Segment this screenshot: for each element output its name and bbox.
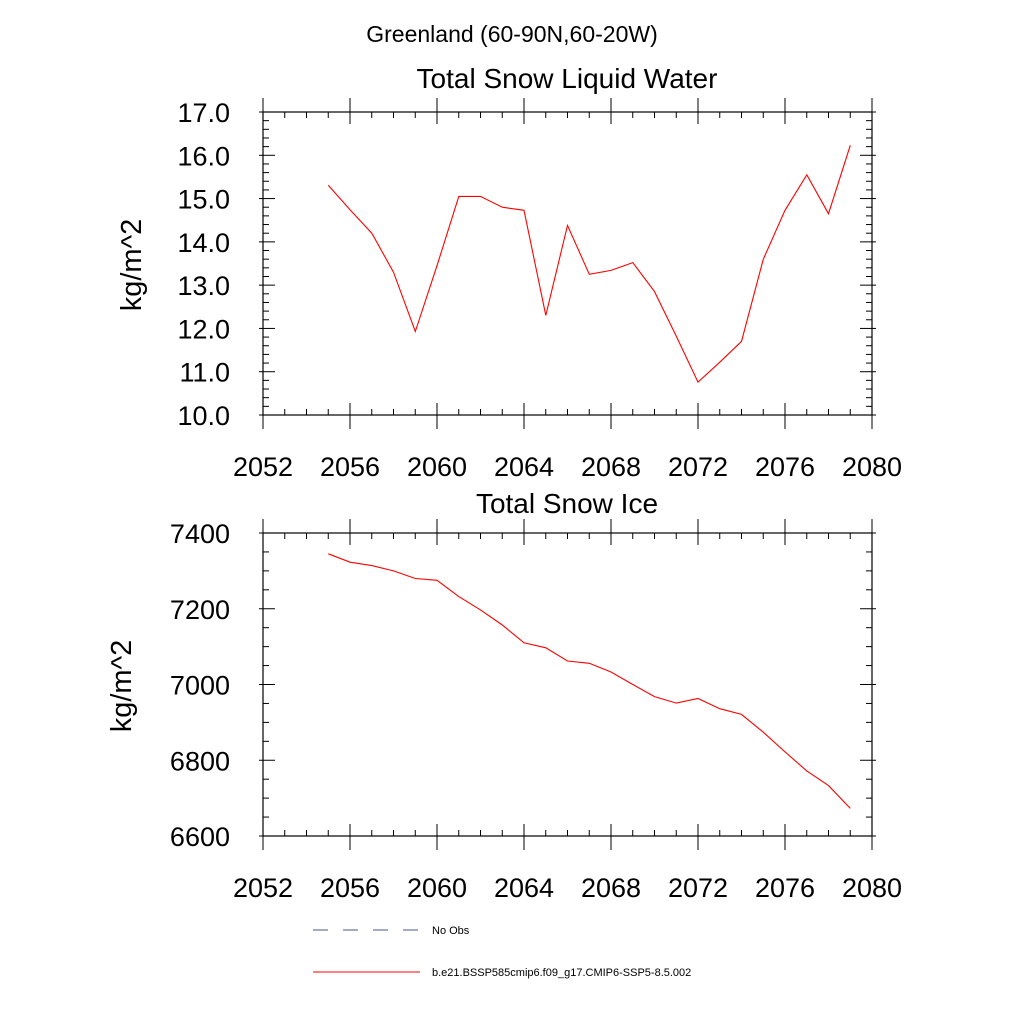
y-tick-label: 15.0 [177,185,230,215]
series-line [327,145,851,384]
x-tick-label: 2068 [581,873,641,903]
y-tick-label: 7400 [170,519,230,549]
plot-frame [262,111,873,416]
chart-panel-snow-liquid-water: Total Snow Liquid Water kg/m^2 2052 2056 2… [116,63,902,482]
x-tick-label: 2080 [842,873,902,903]
y-tick-label: 16.0 [177,141,230,171]
y-tick-label: 17.0 [177,98,230,128]
plot-frame [262,532,873,837]
x-tick-label: 2076 [755,873,815,903]
y-tick-label: 13.0 [177,271,230,301]
y-tick-label: 6800 [170,746,230,776]
x-tick-label: 2072 [668,873,728,903]
y-tick-label: 12.0 [177,314,230,344]
series-line [328,553,851,809]
x-tick-label: 2076 [755,452,815,482]
x-tick-label: 2064 [494,452,554,482]
x-tick-label: 2056 [320,873,380,903]
x-tick-label: 2060 [407,452,467,482]
y-tick-label: 7200 [170,595,230,625]
x-tick-label: 2052 [233,873,293,903]
figure-title: Greenland (60-90N,60-20W) [366,21,657,47]
y-tick-label: 10.0 [177,401,230,431]
x-tick-label: 2056 [320,452,380,482]
y-tick-label: 11.0 [179,358,230,388]
y-tick-label: 14.0 [177,228,230,258]
legend-label: b.e21.BSSP585cmip6.f09_g17.CMIP6-SSP5-8.… [432,967,691,979]
y-axis-label: kg/m^2 [116,219,148,312]
x-tick-label: 2052 [233,452,293,482]
chart-panel-snow-ice: Total Snow Ice kg/m^2 2052 2056 2060 2064 20… [106,488,902,903]
x-tick-label: 2060 [407,873,467,903]
y-tick-label: 6600 [170,822,230,852]
chart-title: Total Snow Liquid Water [417,63,718,94]
x-tick-label: 2064 [494,873,554,903]
chart-title: Total Snow Ice [476,488,658,519]
y-tick-label: 7000 [170,671,230,701]
y-axis-label: kg/m^2 [106,640,138,733]
x-tick-label: 2072 [668,452,728,482]
legend: No Obs b.e21.BSSP585cmip6.f09_g17.CMIP6-… [313,925,691,979]
x-tick-label: 2080 [842,452,902,482]
x-tick-label: 2068 [581,452,641,482]
legend-label: No Obs [432,925,470,937]
